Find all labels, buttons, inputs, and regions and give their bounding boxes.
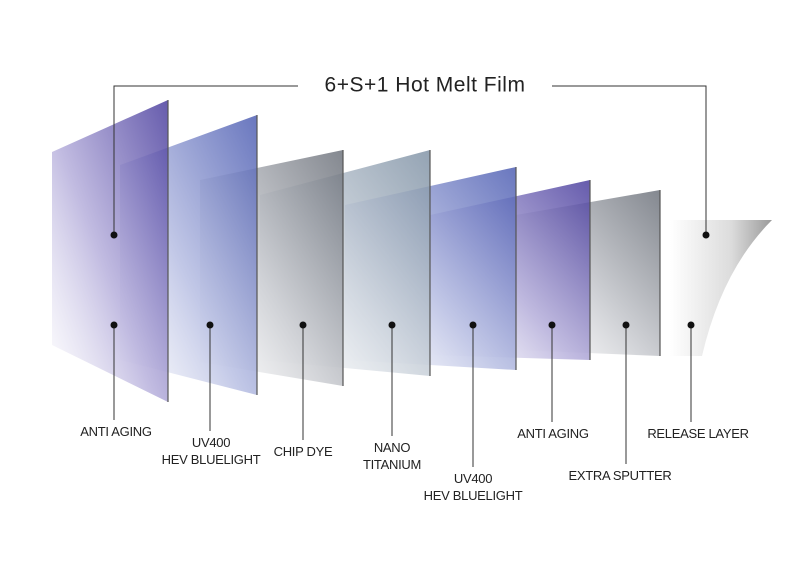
layer-label: ANTI AGING xyxy=(517,426,589,441)
title: 6+S+1 Hot Melt Film xyxy=(325,74,526,97)
dot xyxy=(549,322,556,329)
layer-label: ANTI AGING xyxy=(80,424,152,439)
layer-label: NANO xyxy=(374,440,411,455)
layer-label: RELEASE LAYER xyxy=(647,426,748,441)
layer-label: TITANIUM xyxy=(363,457,421,472)
panel xyxy=(670,220,772,356)
dot xyxy=(623,322,630,329)
dot xyxy=(688,322,695,329)
dot xyxy=(389,322,396,329)
layer-label: UV400 xyxy=(192,435,230,450)
dot xyxy=(470,322,477,329)
layer-label: EXTRA SPUTTER xyxy=(568,468,671,483)
diagram: 6+S+1 Hot Melt Film ANTI AGING UV400 HEV B… xyxy=(0,0,800,565)
layer-label: HEV BLUELIGHT xyxy=(162,452,261,467)
layer-label: UV400 xyxy=(454,471,492,486)
layer-label: HEV BLUELIGHT xyxy=(424,488,523,503)
dot xyxy=(300,322,307,329)
dot xyxy=(111,322,118,329)
dot xyxy=(207,322,214,329)
panels xyxy=(52,100,772,402)
panel xyxy=(52,100,168,402)
layer-label: CHIP DYE xyxy=(274,444,333,459)
